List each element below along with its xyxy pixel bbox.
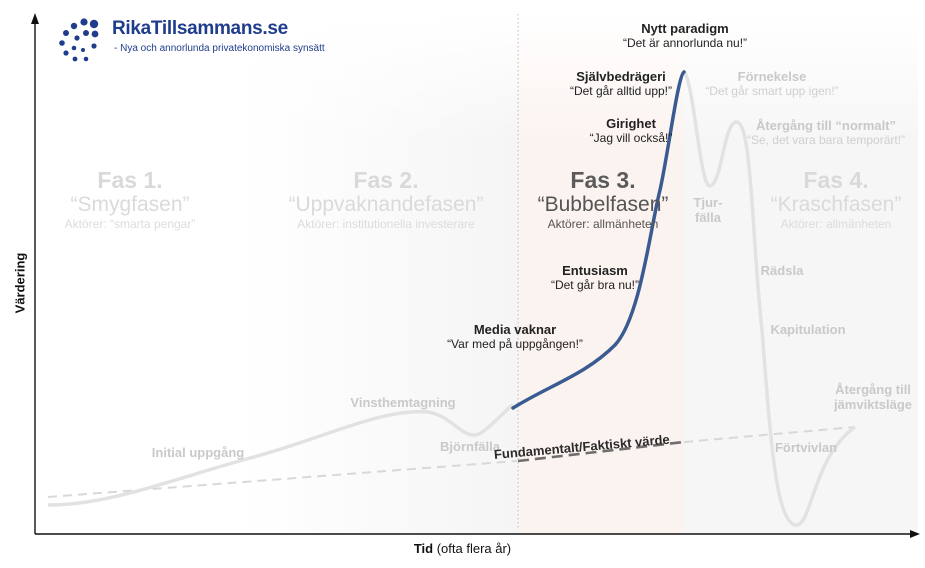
phase-1-title: Fas 1. [97, 167, 163, 193]
event-quote: “Det går alltid upp!” [569, 83, 673, 98]
x-axis-label: Tid (ofta flera år) [0, 541, 925, 556]
event-nytt-paradigm: Nytt paradigm “Det är annorlunda nu!” [603, 21, 767, 51]
event-heading: Björnfälla [440, 439, 500, 454]
event-heading-continued: fälla [694, 209, 721, 225]
event-radsla: Rädsla [750, 263, 814, 279]
event-heading: Självbedrägeri [576, 69, 666, 84]
fundamental-line-faded [47, 460, 518, 498]
brand-logo[interactable]: RikaTillsammans.se - Nya och annorlunda … [58, 16, 348, 66]
event-entusiasm: Entusiasm “Det går bra nu!” [520, 263, 670, 293]
y-axis-label: Värdering [12, 252, 28, 314]
event-heading: Återgång till “normalt” [755, 118, 897, 133]
phase-4-label: Fas 4. “Kraschfasen” Aktörer: allmänhete… [760, 167, 912, 231]
phase-3-actors: Aktörer: allmänheten [547, 216, 659, 231]
value-curve-bubble [511, 70, 686, 410]
event-tjurfalla: Tjur- fälla [686, 195, 730, 226]
phase-2-title: Fas 2. [353, 167, 419, 193]
event-heading: Rädsla [760, 263, 804, 278]
event-heading: Girighet [606, 116, 656, 131]
phase-2-label: Fas 2. “Uppvaknandefasen” Aktörer: insti… [276, 167, 496, 231]
value-curve-faded-crash [682, 70, 857, 527]
logo-dots-icon [59, 18, 99, 62]
event-atergang-jamvikt: Återgång till jämviktsläge [820, 382, 925, 413]
fundamental-line-highlight [517, 440, 685, 463]
event-vinsthemtagning: Vinsthemtagning [338, 395, 468, 411]
event-kapitulation: Kapitulation [758, 322, 858, 338]
fundamental-line-faded-right [683, 426, 856, 443]
y-axis-arrow-icon [31, 13, 39, 24]
phase-3-title: Fas 3. [570, 167, 636, 193]
phase-1-label: Fas 1. “Smygfasen” Aktörer: “smarta peng… [34, 167, 226, 231]
phase-2-actors: Aktörer: institutionella investerare [297, 216, 475, 231]
event-heading: Initial uppgång [151, 445, 245, 460]
phase-3-nickname: “Bubbelfasen” [537, 193, 669, 217]
event-quote: “Det är annorlunda nu!” [622, 35, 748, 50]
event-quote: “Se, det vara bara temporärt!” [746, 132, 906, 147]
event-quote: “Jag vill också!” [589, 130, 673, 145]
event-heading: Vinsthemtagning [350, 395, 456, 410]
value-curve-faded-early [47, 403, 514, 507]
phase-4-nickname: “Kraschfasen” [770, 193, 902, 217]
event-fortvivlan: Förtvivlan [764, 440, 848, 456]
phase-1-actors: Aktörer: “smarta pengar” [64, 216, 196, 231]
phase-2-nickname: “Uppvaknandefasen” [288, 193, 484, 217]
event-bjornfalla: Björnfälla [425, 439, 515, 455]
event-sjalvbedrageri: Självbedrägeri “Det går alltid upp!” [541, 69, 701, 99]
phase-1-nickname: “Smygfasen” [70, 193, 190, 217]
event-quote: “Det går smart upp igen!” [705, 83, 839, 98]
event-atergang-normalt: Återgång till “normalt” “Se, det vara ba… [728, 118, 924, 148]
event-quote: “Det går bra nu!” [550, 277, 640, 292]
event-heading-continued: jämviktsläge [833, 396, 913, 412]
event-heading: Förnekelse [737, 69, 807, 84]
phase-4-title: Fas 4. [803, 167, 869, 193]
event-heading: Nytt paradigm [641, 21, 729, 36]
brand-tagline: - Nya och annorlunda privatekonomiska sy… [114, 43, 325, 54]
x-axis-label-note: (ofta flera år) [433, 541, 512, 556]
event-initial-uppgang: Initial uppgång [138, 445, 258, 461]
phase-4-actors: Aktörer: allmänheten [780, 216, 892, 231]
phase-3-label: Fas 3. “Bubbelfasen” Aktörer: allmänhete… [518, 167, 688, 231]
x-axis-label-main: Tid [413, 541, 434, 556]
event-heading: Tjur- [693, 195, 723, 210]
event-quote: “Var med på uppgången!” [447, 336, 583, 351]
brand-name: RikaTillsammans.se [112, 18, 288, 39]
event-media-vaknar: Media vaknar “Var med på uppgången!” [430, 322, 600, 352]
event-heading: Entusiasm [562, 263, 628, 278]
event-girighet: Girighet “Jag vill också!” [566, 116, 696, 146]
event-heading: Förtvivlan [774, 440, 838, 455]
event-heading: Kapitulation [770, 322, 846, 337]
x-axis-arrow-icon [910, 530, 920, 538]
event-heading: Återgång till [835, 382, 911, 397]
event-fornekelse: Förnekelse “Det går smart upp igen!” [692, 69, 852, 99]
event-heading: Media vaknar [473, 322, 557, 337]
